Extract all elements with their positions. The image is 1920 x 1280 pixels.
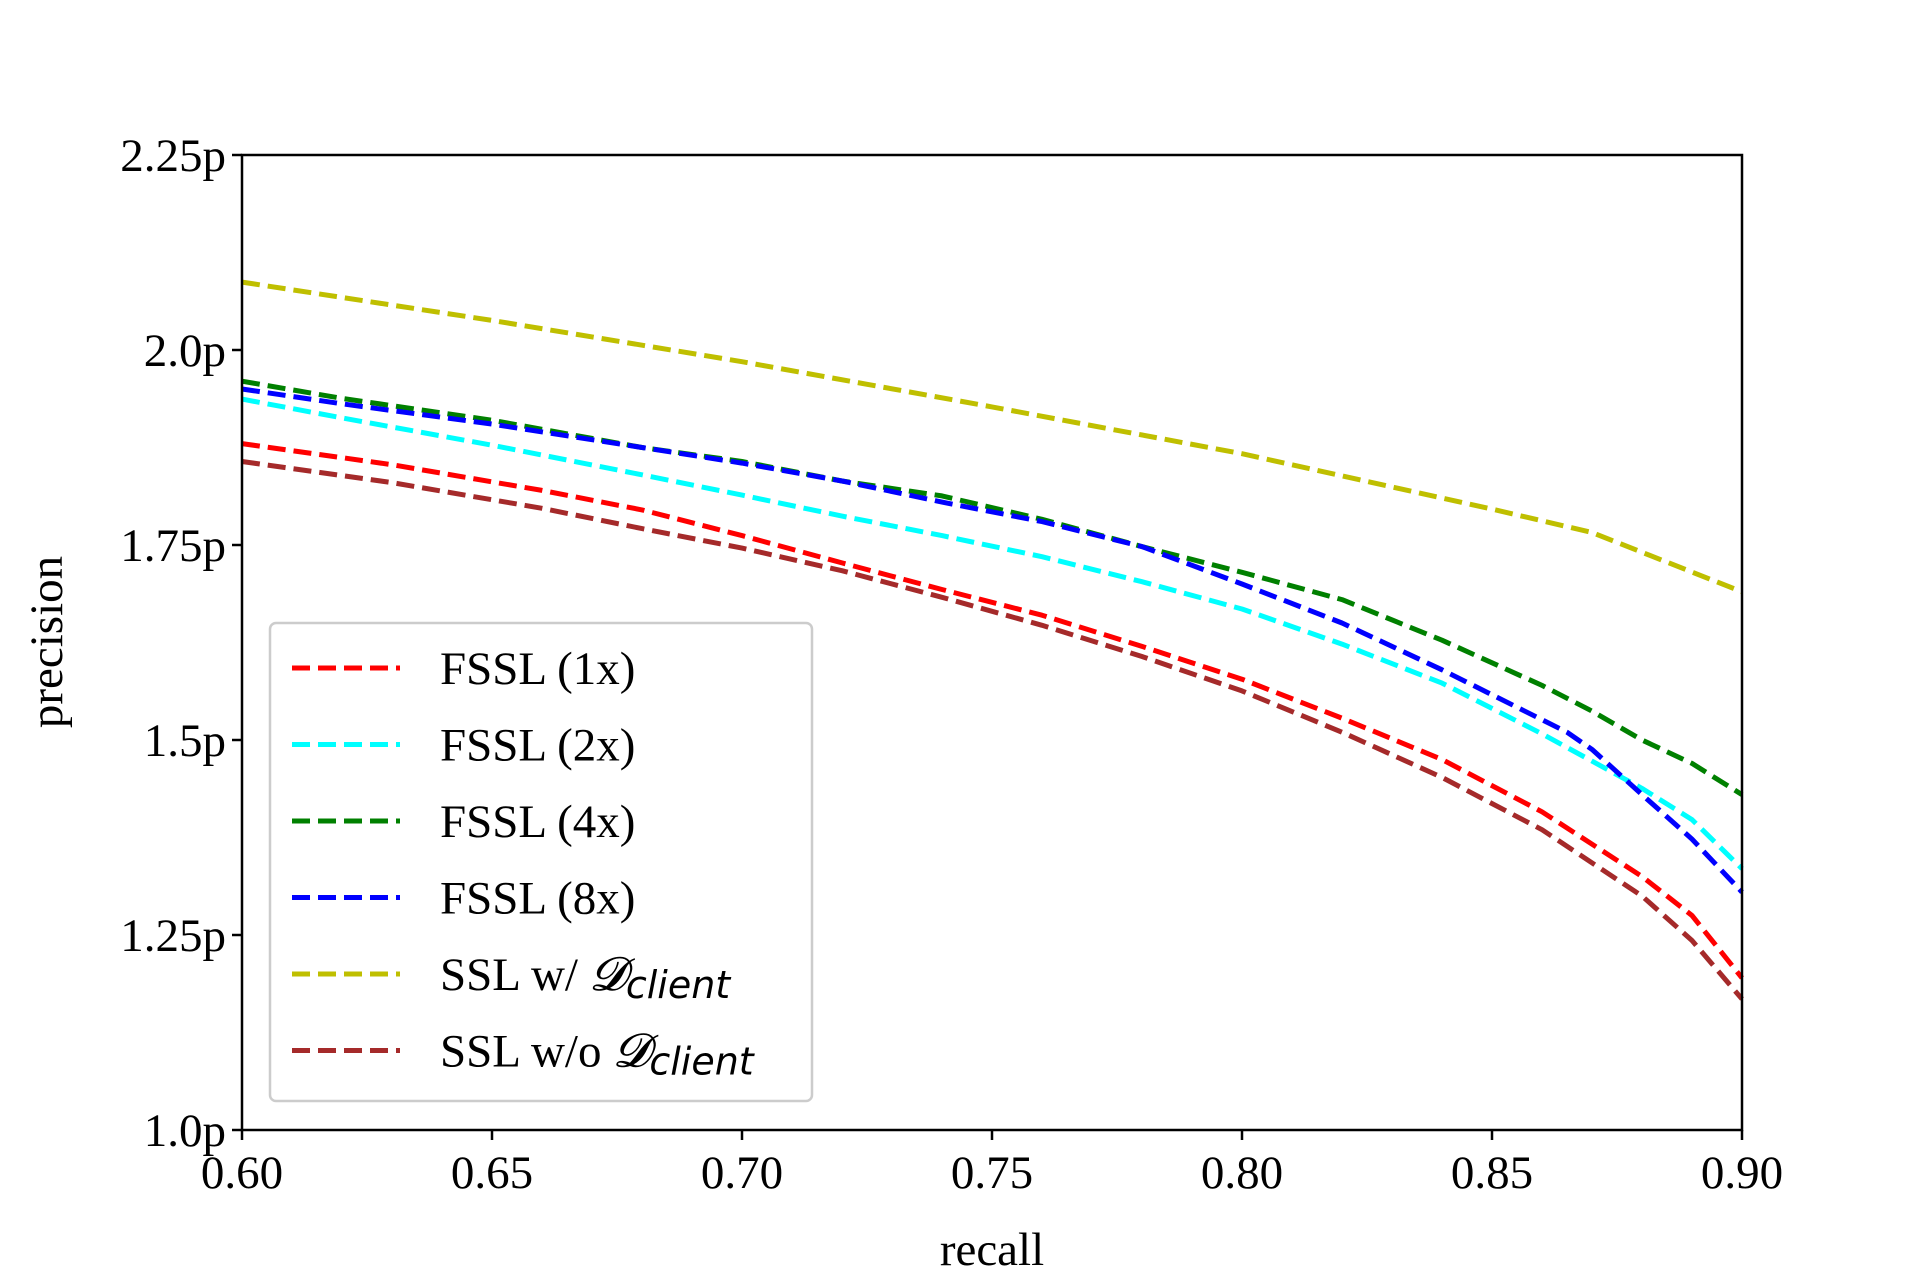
legend-label-2: FSSL (2x) [440, 720, 635, 772]
legend-label-3: FSSL (4x) [440, 796, 635, 848]
x-axis-label: recall [940, 1224, 1044, 1276]
x-tick-label: 0.70 [701, 1147, 783, 1199]
legend-label-4: FSSL (8x) [440, 873, 635, 925]
y-tick-label: 1.75p [120, 520, 226, 572]
series-line-2 [241, 396, 1744, 871]
legend-label-5: SSL w/ 𝓓client [440, 947, 732, 1007]
y-tick-label: 1.25p [120, 910, 226, 962]
y-axis-label: precision [21, 556, 73, 728]
x-tick-label: 0.85 [1451, 1147, 1533, 1199]
x-axis: 0.60 0.65 0.70 0.75 0.80 0.85 0.90 [201, 1130, 1783, 1199]
y-tick-label: 1.5p [144, 715, 226, 767]
legend: FSSL (1x) FSSL (2x) FSSL (4x) FSSL (8x) SSL … [268, 621, 814, 1103]
series-line-6 [241, 459, 1744, 1001]
x-tick-label: 0.80 [1201, 1147, 1283, 1199]
y-tick-label: 1.0p [144, 1105, 226, 1157]
series-line-1 [241, 441, 1744, 980]
x-tick-label: 0.90 [1701, 1147, 1783, 1199]
series-line-4 [241, 386, 1744, 894]
y-tick-label: 2.25p [120, 130, 226, 182]
y-tick-label: 2.0p [144, 325, 226, 377]
series-line-5 [241, 279, 1743, 595]
x-tick-label: 0.65 [451, 1147, 533, 1199]
x-tick-label: 0.75 [951, 1147, 1033, 1199]
x-tick-label: 0.60 [201, 1147, 283, 1199]
y-axis: 1.0p 1.25p 1.5p 1.75p 2.0p 2.25p [120, 130, 242, 1157]
legend-label-1: FSSL (1x) [440, 643, 635, 695]
legend-label-6: SSL w/o 𝓓client [440, 1024, 756, 1084]
series-layer [241, 279, 1744, 1001]
legend-box [268, 621, 814, 1103]
